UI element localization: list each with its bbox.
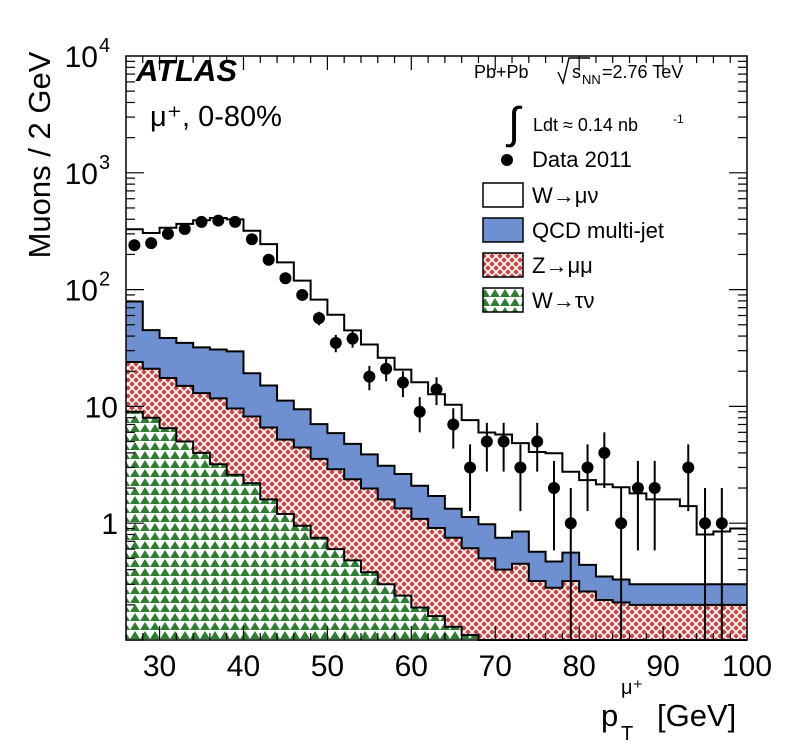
data-point bbox=[380, 362, 393, 375]
hist-wtaunu-fill bbox=[126, 411, 747, 640]
data-point bbox=[531, 435, 544, 448]
legend-swatch-wtaunu bbox=[482, 287, 524, 313]
legend-marker-data bbox=[501, 154, 513, 166]
x-axis-label-unit: [GeV] bbox=[657, 698, 736, 733]
data-point bbox=[497, 435, 510, 448]
x-tick-label: 80 bbox=[562, 650, 595, 683]
lumi-label: Ldt ≈ 0.14 nb bbox=[533, 115, 638, 135]
x-axis-label-p: p bbox=[601, 698, 618, 733]
y-tick-exponent: 4 bbox=[99, 35, 110, 57]
legend-label-zmumu: Z→μμ bbox=[532, 253, 593, 278]
data-points bbox=[128, 214, 728, 640]
y-tick-exponent: 3 bbox=[99, 152, 110, 174]
x-tick-label: 60 bbox=[395, 650, 428, 683]
y-tick-label: 1 bbox=[101, 508, 118, 541]
charge-centrality-label: μ⁺, 0-80% bbox=[150, 101, 282, 133]
stacked-histograms bbox=[126, 216, 747, 641]
integral-icon: ∫ bbox=[505, 99, 523, 148]
plot-axes bbox=[125, 55, 748, 641]
x-axis-label-sub: T bbox=[621, 723, 633, 745]
sqrt-s-sub: NN bbox=[582, 72, 601, 87]
data-point bbox=[615, 517, 628, 530]
data-point bbox=[212, 214, 225, 227]
data-point bbox=[296, 288, 309, 301]
data-point bbox=[329, 336, 342, 349]
x-axis-label-sup: μ⁺ bbox=[621, 677, 643, 699]
y-tick-label: 10 bbox=[65, 158, 98, 191]
x-tick-label: 40 bbox=[227, 650, 260, 683]
data-point bbox=[195, 215, 208, 228]
legend-label-qcd: QCD multi-jet bbox=[532, 218, 664, 243]
energy-label: =2.76 TeV bbox=[602, 62, 683, 82]
data-point bbox=[715, 517, 728, 530]
data-point bbox=[514, 461, 527, 474]
data-point bbox=[178, 223, 191, 236]
plot-frame bbox=[125, 55, 748, 641]
data-point bbox=[128, 239, 141, 252]
data-point bbox=[346, 332, 359, 345]
data-point bbox=[313, 312, 326, 325]
legend-label-wtaunu: W→τν bbox=[532, 288, 594, 313]
x-tick-label: 30 bbox=[143, 650, 176, 683]
legend: Data 2011 W→μν QCD multi-jet Z→μμ W→τν bbox=[482, 147, 664, 313]
legend-swatch-qcd bbox=[482, 217, 524, 243]
data-point bbox=[413, 405, 426, 418]
data-point bbox=[699, 517, 712, 530]
data-point bbox=[581, 461, 594, 474]
data-point bbox=[480, 435, 493, 448]
lumi-exp: -1 bbox=[673, 112, 684, 126]
y-tick-label: 10 bbox=[65, 41, 98, 74]
data-point bbox=[682, 461, 695, 474]
data-point bbox=[547, 482, 560, 495]
legend-label-wmunu: W→μν bbox=[532, 183, 598, 208]
data-point bbox=[648, 482, 661, 495]
data-point bbox=[161, 227, 174, 240]
x-axis-label: p T μ⁺ [GeV] bbox=[601, 677, 736, 745]
y-tick-label: 10 bbox=[85, 391, 118, 424]
atlas-label: ATLAS bbox=[135, 53, 237, 88]
legend-label-data: Data 2011 bbox=[532, 147, 632, 172]
data-point bbox=[464, 461, 477, 474]
legend-swatch-zmumu bbox=[482, 252, 524, 278]
data-point bbox=[631, 482, 644, 495]
x-tick-label: 100 bbox=[722, 650, 772, 683]
hist-qcd-outline bbox=[126, 300, 747, 586]
data-point bbox=[279, 272, 292, 285]
x-tick-label: 50 bbox=[311, 650, 344, 683]
data-point bbox=[598, 446, 611, 459]
sqrt-icon bbox=[557, 57, 590, 86]
y-tick-exponent: 2 bbox=[99, 269, 110, 291]
collision-system: Pb+Pb bbox=[474, 62, 529, 82]
data-point bbox=[229, 215, 242, 228]
data-point bbox=[145, 237, 158, 250]
collision-info: Pb+Pb s NN =2.76 TeV bbox=[474, 57, 683, 87]
hist-wmunu-outline bbox=[126, 216, 747, 536]
data-point bbox=[564, 517, 577, 530]
data-point bbox=[430, 383, 443, 396]
y-tick-label: 10 bbox=[65, 275, 98, 308]
data-point bbox=[245, 233, 258, 246]
y-axis-label: Muons / 2 GeV bbox=[22, 51, 57, 258]
data-point bbox=[447, 418, 460, 431]
legend-swatch-wmunu bbox=[482, 182, 524, 208]
hist-zmumu-outline bbox=[126, 360, 747, 606]
x-tick-label: 90 bbox=[646, 650, 679, 683]
data-point bbox=[363, 370, 376, 383]
luminosity-info: ∫ Ldt ≈ 0.14 nb -1 bbox=[505, 99, 684, 148]
x-tick-label: 70 bbox=[479, 650, 512, 683]
data-point bbox=[396, 376, 409, 389]
sqrt-s-label: s bbox=[572, 62, 581, 82]
data-point bbox=[262, 253, 275, 266]
